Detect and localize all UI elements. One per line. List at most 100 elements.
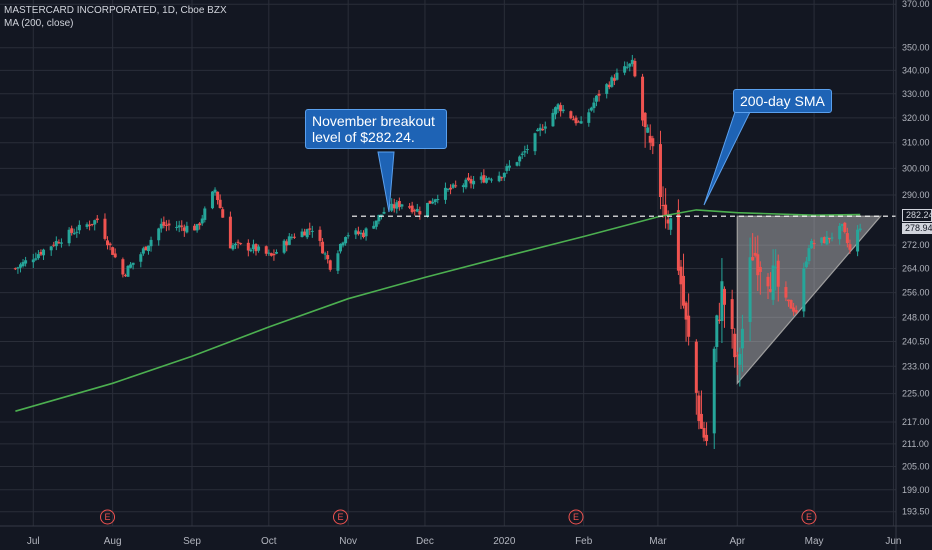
- candle-body: [287, 236, 291, 245]
- candle-body: [49, 246, 53, 251]
- candle-body: [234, 243, 238, 246]
- candle-body: [487, 178, 491, 180]
- candle-body: [472, 180, 476, 185]
- candle-body: [607, 84, 611, 88]
- candle-body: [786, 299, 790, 302]
- candle-body: [400, 204, 404, 207]
- candle-body: [185, 225, 189, 233]
- candle-body: [733, 333, 737, 358]
- y-tick-label: 272.00: [902, 240, 930, 250]
- chart-legend: MASTERCARD INCORPORATED, 1D, Cboe BZX MA…: [4, 4, 227, 30]
- candle-body: [42, 249, 46, 256]
- candle-body: [372, 225, 376, 229]
- candle-body: [54, 240, 58, 247]
- candle-body: [364, 228, 368, 237]
- candle-body: [95, 218, 99, 221]
- candle-body: [794, 310, 798, 313]
- candle-body: [705, 434, 709, 442]
- candle-body: [804, 261, 808, 268]
- candle-body: [658, 144, 662, 198]
- candle-body: [838, 225, 842, 240]
- candle-body: [830, 237, 834, 239]
- candle-body: [505, 166, 509, 171]
- y-tick-label: 240.50: [902, 336, 930, 346]
- x-tick-label: Jun: [885, 536, 901, 547]
- candle-body: [623, 66, 627, 73]
- y-tick-label: 310.00: [902, 138, 930, 148]
- candle-body: [254, 244, 258, 252]
- candle-body: [722, 288, 726, 305]
- candle-body: [712, 348, 716, 434]
- candle-body: [574, 117, 578, 124]
- candle-body: [356, 231, 360, 234]
- candle-body: [469, 179, 473, 184]
- candle-body: [525, 149, 529, 151]
- candle-body: [661, 205, 665, 207]
- candle-body: [751, 257, 755, 261]
- candle-body: [740, 328, 744, 349]
- symbol-title[interactable]: MASTERCARD INCORPORATED, 1D, Cboe BZX: [4, 5, 227, 16]
- candle-body: [774, 266, 778, 268]
- candle-body: [326, 255, 330, 260]
- candle-body: [144, 246, 148, 251]
- candle-body: [520, 153, 524, 155]
- x-tick-label: Feb: [575, 536, 593, 547]
- candle-body: [454, 185, 458, 187]
- candle-body: [359, 232, 363, 235]
- candle-body: [697, 395, 701, 422]
- candle-body: [633, 60, 637, 77]
- candle-body: [108, 243, 112, 246]
- candle-body: [556, 104, 560, 110]
- y-tick-label: 217.00: [902, 417, 930, 427]
- x-tick-label: May: [805, 536, 824, 547]
- candle-body: [362, 232, 366, 238]
- x-tick-label: Oct: [261, 536, 277, 547]
- candle-body: [408, 206, 412, 208]
- candle-body: [515, 162, 519, 166]
- candle-body: [825, 236, 829, 245]
- indicator-label[interactable]: MA (200, close): [4, 18, 74, 29]
- candle-body: [848, 244, 852, 250]
- candle-body: [336, 253, 340, 271]
- candle-body: [807, 248, 811, 262]
- candle-body: [597, 93, 601, 96]
- y-tick-label: 370.00: [902, 0, 930, 9]
- candle-body: [274, 252, 278, 254]
- x-tick-label: Aug: [104, 536, 122, 547]
- candle-body: [753, 252, 757, 256]
- candle-body: [827, 237, 831, 240]
- candle-body: [300, 231, 304, 237]
- candle-body: [123, 275, 127, 277]
- candle-body: [730, 299, 734, 330]
- candle-body: [85, 224, 89, 227]
- candle-body: [502, 172, 506, 178]
- candle-body: [735, 355, 739, 357]
- candle-body: [413, 210, 417, 212]
- candle-body: [715, 315, 719, 347]
- candle-body: [856, 229, 860, 252]
- candle-body: [589, 107, 593, 111]
- y-tick-label: 225.00: [902, 389, 930, 399]
- candle-body: [569, 111, 573, 119]
- candle-body: [784, 287, 788, 298]
- candle-body: [257, 246, 261, 251]
- candle-body: [676, 210, 680, 271]
- candle-body: [507, 165, 511, 168]
- y-tick-label: 290.00: [902, 190, 930, 200]
- y-tick-label: 211.00: [902, 439, 929, 449]
- candle-body: [646, 127, 650, 133]
- candle-body: [551, 112, 555, 127]
- candle-body: [75, 231, 79, 233]
- x-tick-label: Apr: [729, 536, 745, 547]
- candle-body: [77, 224, 81, 231]
- candle-body: [461, 185, 465, 188]
- earnings-marker-label: E: [337, 512, 343, 522]
- candle-body: [776, 260, 780, 287]
- candle-body: [538, 127, 542, 131]
- candle-body: [141, 248, 145, 254]
- x-tick-label: Mar: [649, 536, 667, 547]
- candle-body: [843, 222, 847, 233]
- candle-body: [221, 209, 225, 218]
